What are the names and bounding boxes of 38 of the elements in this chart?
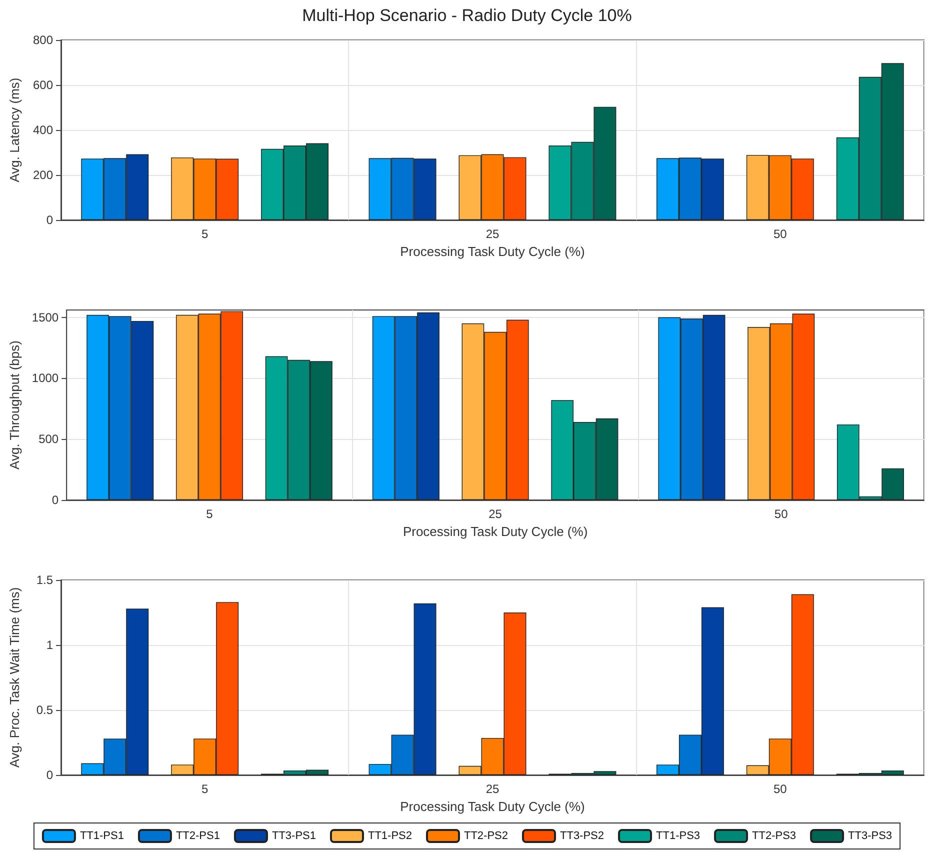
x-tick-label: 50 (773, 782, 788, 796)
x-tick-label: 50 (773, 227, 788, 241)
y-axis-title: Avg. Throughput (bps) (7, 340, 22, 470)
legend-label: TT2-PS1 (176, 830, 220, 842)
y-tick-label: 0 (46, 768, 54, 782)
legend-label: TT2-PS2 (464, 830, 508, 842)
legend-label: TT3-PS3 (848, 830, 892, 842)
y-tick-label: 800 (32, 33, 54, 47)
x-tick-label: 5 (206, 507, 214, 521)
y-axis-title: Avg. Latency (ms) (7, 78, 22, 182)
x-axis-title: Processing Task Duty Cycle (%) (402, 524, 588, 539)
legend-label: TT2-PS3 (752, 830, 796, 842)
y-tick-label: 400 (32, 123, 54, 137)
x-tick-label: 25 (488, 507, 502, 521)
y-tick-label: 1500 (32, 310, 59, 324)
y-tick-label: 0 (52, 493, 59, 507)
x-tick-label: 5 (201, 782, 208, 796)
legend-label: TT1-PS2 (368, 830, 412, 842)
y-axis-title: Avg. Proc. Task Wait Time (ms) (7, 587, 22, 768)
x-tick-label: 5 (201, 227, 208, 241)
y-tick-label: 1 (46, 638, 54, 652)
y-tick-label: 600 (32, 78, 54, 92)
y-tick-label: 1000 (32, 371, 59, 386)
y-tick-label: 200 (32, 168, 54, 182)
y-tick-label: 0.5 (36, 703, 54, 717)
y-tick-label: 500 (38, 432, 59, 446)
y-tick-label: 1.5 (36, 573, 54, 587)
legend-label: TT3-PS2 (560, 830, 604, 842)
y-tick-label: 0 (46, 213, 54, 227)
x-axis-title: Processing Task Duty Cycle (%) (400, 798, 585, 814)
legend-label: TT1-PS1 (80, 830, 124, 842)
x-axis-title: Processing Task Duty Cycle (%) (400, 244, 585, 259)
chart-title: Multi-Hop Scenario - Radio Duty Cycle 10% (301, 6, 633, 26)
x-tick-label: 50 (774, 507, 788, 521)
legend-label: TT1-PS3 (656, 830, 700, 842)
legend-label: TT3-PS1 (272, 830, 316, 842)
x-tick-label: 25 (486, 227, 500, 241)
x-tick-label: 25 (486, 782, 500, 796)
